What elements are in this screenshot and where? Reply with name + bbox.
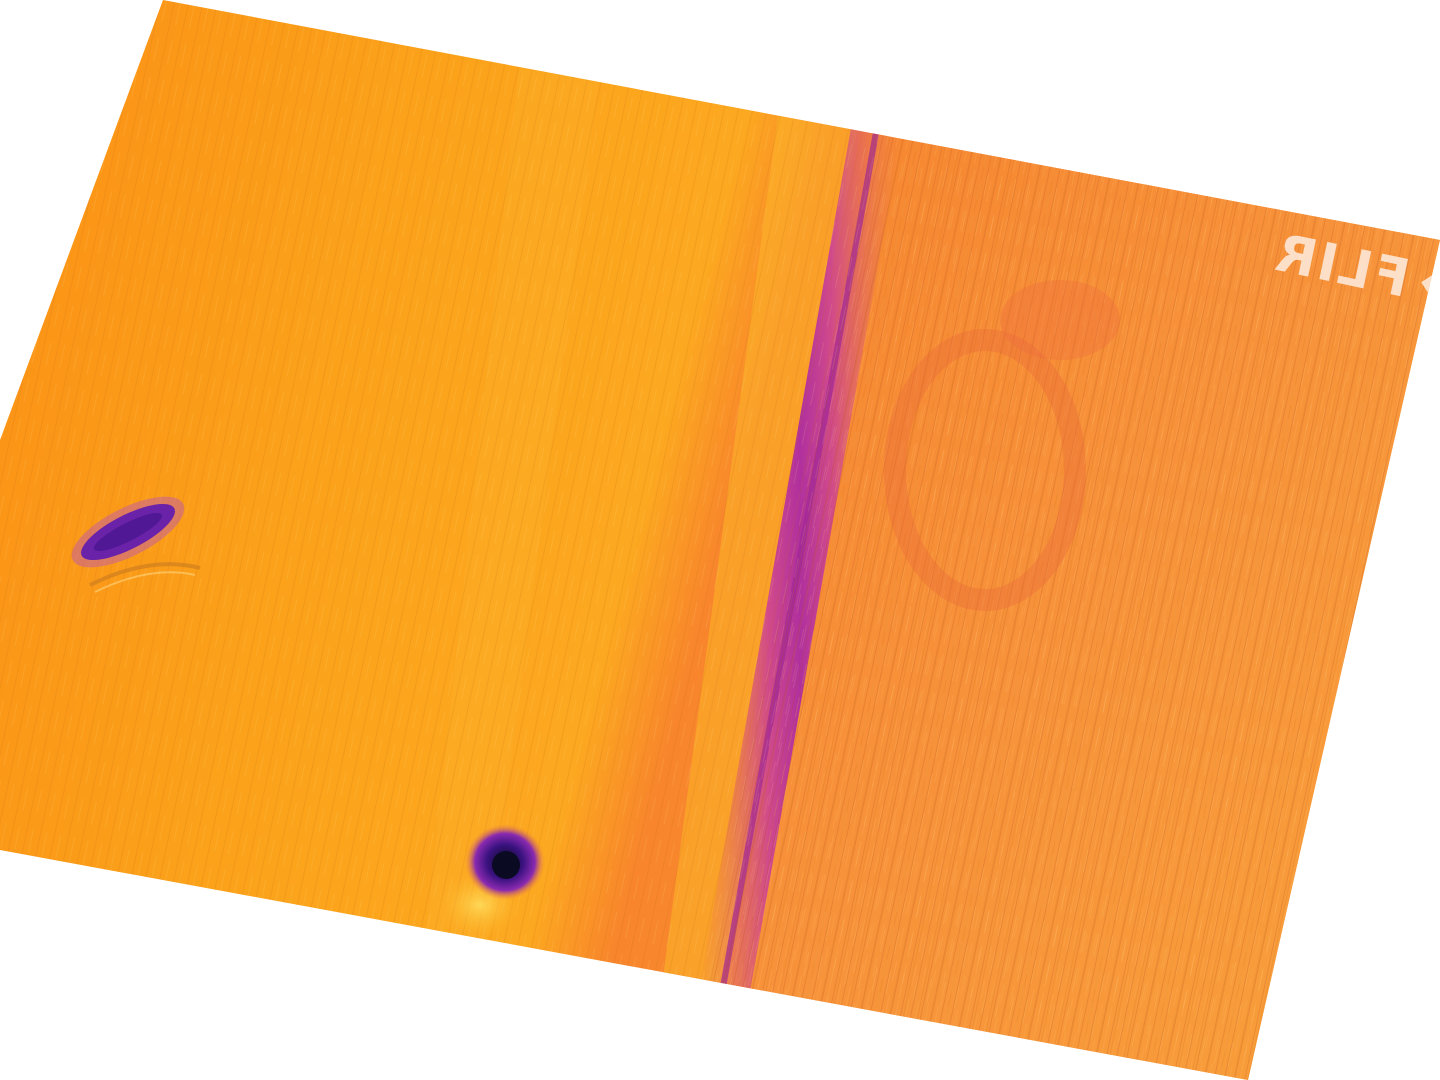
- cold-spot-core: [492, 851, 520, 879]
- field-patch: [1000, 280, 1120, 360]
